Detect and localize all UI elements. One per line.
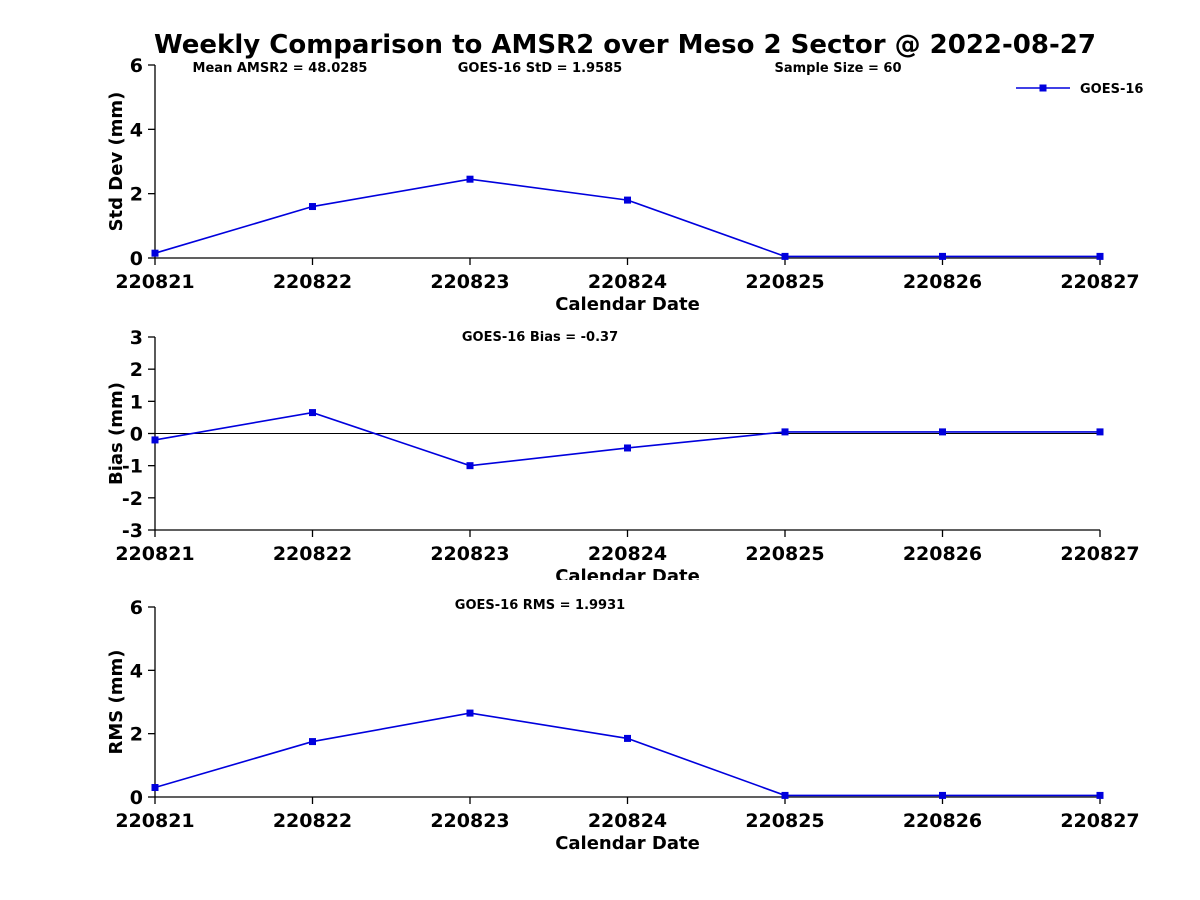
legend-label: GOES-16 <box>1080 82 1143 97</box>
goes-16-line <box>154 411 1100 467</box>
y-tick-label: 2 <box>130 359 143 381</box>
legend-marker <box>1039 84 1047 92</box>
x-tick-label: 220823 <box>430 543 509 565</box>
x-tick-label: 220826 <box>903 543 982 565</box>
data-point-marker <box>1096 252 1104 260</box>
y-tick-label: 0 <box>130 787 143 809</box>
data-point-marker <box>1096 791 1104 799</box>
x-axis-title: Calendar Date <box>555 833 700 850</box>
data-point-marker <box>309 409 316 417</box>
y-tick-label: 0 <box>130 424 143 446</box>
y-tick-label: 0 <box>130 248 143 270</box>
data-point-marker <box>309 738 316 746</box>
y-tick-label: 2 <box>130 724 143 746</box>
data-point-marker <box>466 709 474 717</box>
y-tick-label: 1 <box>130 391 143 413</box>
y-tick-label: -3 <box>122 520 143 542</box>
annotation-text: GOES-16 RMS = 1.9931 <box>455 598 625 613</box>
x-axis-title: Calendar Date <box>555 566 700 580</box>
y-tick-label: 2 <box>130 184 143 206</box>
data-point-marker <box>1096 428 1104 436</box>
y-axis-title: RMS (mm) <box>106 650 127 755</box>
x-tick-label: 220827 <box>1060 543 1139 565</box>
y-axis-title: Bias (mm) <box>106 382 127 485</box>
figure-title: Weekly Comparison to AMSR2 over Meso 2 S… <box>154 30 1096 60</box>
data-point-marker <box>309 203 316 211</box>
x-tick-label: 220824 <box>588 810 667 832</box>
data-point-marker <box>939 428 946 436</box>
x-tick-label: 220824 <box>588 543 667 565</box>
data-point-marker <box>939 791 946 799</box>
x-axis-title: Calendar Date <box>555 294 700 310</box>
bias-chart: -3 -2 -1 0 1 2 3 220821 220822 220823 220824 220825… <box>106 327 1140 580</box>
data-point-marker <box>151 784 159 791</box>
data-point-marker <box>151 249 159 257</box>
data-point-marker <box>466 175 474 183</box>
goes-16-line <box>154 712 1100 797</box>
x-tick-label: 220827 <box>1060 271 1139 293</box>
y-axis-title: Std Dev (mm) <box>106 92 127 232</box>
y-tick-label: 3 <box>130 327 143 349</box>
data-point-marker <box>781 791 789 799</box>
x-tick-label: 220825 <box>745 810 824 832</box>
data-point-marker <box>151 436 159 444</box>
x-tick-label: 220822 <box>273 271 352 293</box>
data-point-marker <box>939 252 946 260</box>
std-dev-chart: 0 2 4 6 220821 220822 220823 220824 220825 220826… <box>106 55 1143 310</box>
data-point-marker <box>624 444 631 452</box>
x-tick-label: 220821 <box>115 271 194 293</box>
x-tick-label: 220825 <box>745 543 824 565</box>
y-tick-label: -2 <box>122 488 143 510</box>
x-tick-label: 220823 <box>430 271 509 293</box>
y-tick-label: -1 <box>122 456 143 478</box>
data-point-marker <box>466 462 474 470</box>
annotation-text: Mean AMSR2 = 48.0285 <box>193 61 368 76</box>
x-tick-label: 220825 <box>745 271 824 293</box>
annotation-text: Sample Size = 60 <box>774 61 901 76</box>
x-tick-label: 220826 <box>903 271 982 293</box>
data-point-marker <box>624 734 631 742</box>
x-tick-label: 220824 <box>588 271 667 293</box>
y-tick-label: 4 <box>130 660 143 682</box>
x-tick-label: 220826 <box>903 810 982 832</box>
data-point-marker <box>781 428 789 436</box>
x-tick-label: 220822 <box>273 810 352 832</box>
x-tick-label: 220827 <box>1060 810 1139 832</box>
x-tick-label: 220823 <box>430 810 509 832</box>
x-tick-label: 220821 <box>115 810 194 832</box>
data-point-marker <box>781 252 789 260</box>
y-tick-label: 4 <box>130 119 143 141</box>
y-tick-label: 6 <box>130 55 143 77</box>
goes-16-line <box>154 178 1100 258</box>
data-point-marker <box>624 196 631 204</box>
x-tick-label: 220821 <box>115 543 194 565</box>
y-tick-label: 6 <box>130 597 143 619</box>
x-tick-label: 220822 <box>273 543 352 565</box>
annotation-text: GOES-16 StD = 1.9585 <box>458 61 622 76</box>
annotation-text: GOES-16 Bias = -0.37 <box>462 330 618 345</box>
rms-chart: 0 2 4 6 220821 220822 220823 220824 220825 220826… <box>106 597 1140 850</box>
